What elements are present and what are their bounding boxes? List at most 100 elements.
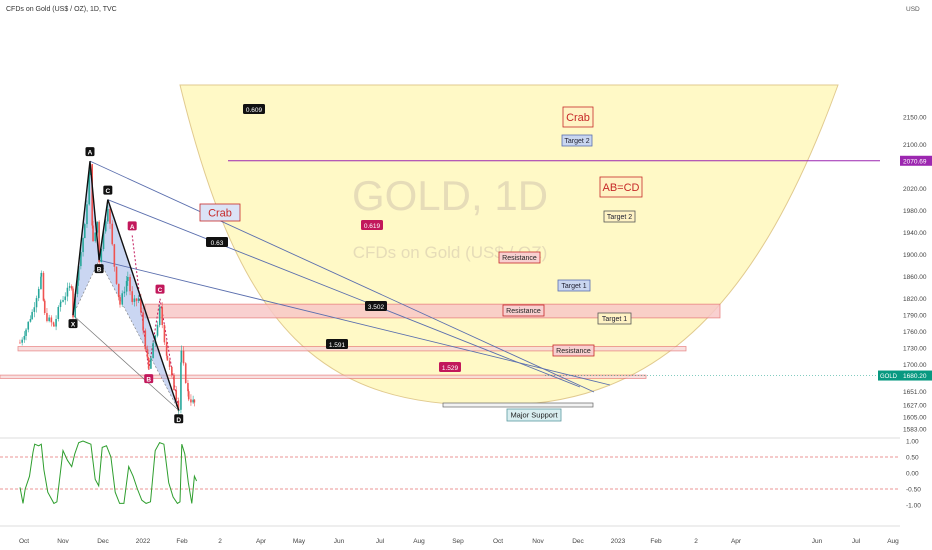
- candle-body: [193, 399, 196, 403]
- crab-title-label-box: [562, 106, 594, 128]
- time-tick: Dec: [97, 538, 109, 545]
- price-tick: 1860.00: [903, 274, 927, 281]
- candle-body: [107, 208, 109, 222]
- resistance-top-label-box: [498, 251, 541, 264]
- crab-title-label: Crab: [566, 112, 590, 124]
- price-tick: 1651.00: [903, 389, 927, 396]
- ratio-label: 3.502: [368, 304, 385, 311]
- candle-body: [127, 276, 129, 281]
- point-d-label-bg: [174, 414, 184, 424]
- candle-body: [156, 325, 159, 336]
- crab-bcd-triangle: [99, 199, 179, 411]
- symbol-label: GOLD: [880, 374, 898, 380]
- candle-body: [113, 244, 116, 267]
- chart-title: CFDs on Gold (US$ / OZ), 1D, TVC: [6, 6, 117, 13]
- candle-body: [68, 286, 71, 288]
- last-price-badge: [900, 370, 932, 381]
- resistance-zone-1: [144, 303, 721, 319]
- watermark-symbol: GOLD, 1D: [352, 172, 548, 219]
- candle-body: [102, 231, 105, 250]
- price-tick: 1730.00: [903, 346, 927, 353]
- candle-body: [57, 306, 60, 320]
- candle-body: [60, 301, 62, 303]
- candle-body: [23, 335, 26, 340]
- candle-body: [37, 288, 40, 299]
- time-tick: Nov: [532, 538, 544, 545]
- candle-body: [175, 390, 178, 401]
- resistance-top-label: Resistance: [502, 255, 537, 262]
- time-tick: Apr: [731, 538, 742, 545]
- candle-body: [48, 317, 50, 322]
- oscillator-line: [19, 440, 198, 505]
- candle-body: [46, 313, 48, 322]
- candle-body: [140, 298, 142, 313]
- candle-body: [50, 317, 53, 323]
- abcd-target1-label-box: [597, 312, 632, 325]
- abcd-target2-label-box: [603, 210, 636, 223]
- candle-body: [165, 342, 168, 356]
- crab-pattern-label: Crab: [208, 207, 232, 219]
- ratio-badge-bg: [206, 237, 228, 247]
- candle-body: [129, 276, 131, 292]
- abcd-b-label-bg: [144, 374, 154, 384]
- time-tick: Jun: [334, 538, 345, 545]
- candle-body: [177, 409, 180, 411]
- major-support-label: Major Support: [510, 411, 558, 420]
- time-tick: Aug: [887, 538, 899, 545]
- candle-body: [35, 298, 38, 308]
- candle-body: [177, 400, 180, 411]
- candle-body: [131, 291, 133, 302]
- price-tick: 1760.00: [903, 329, 927, 336]
- candle-body: [31, 311, 33, 320]
- point-b-label-bg: [94, 264, 104, 274]
- channel-line-1: [89, 160, 595, 393]
- oscillator-tick: -1.00: [906, 503, 921, 510]
- channel-line-2: [107, 199, 581, 388]
- price-tick: 1605.00: [903, 414, 927, 421]
- top-level-badge: [900, 155, 932, 166]
- ratio-badge-bg: [326, 339, 348, 349]
- major-support-zone: [442, 402, 594, 408]
- abcd-a-label-bg: [127, 221, 137, 231]
- oscillator-tick: -0.50: [906, 487, 921, 494]
- time-tick: 2023: [611, 538, 626, 545]
- candle-body: [55, 319, 57, 327]
- point-a-label: A: [88, 150, 93, 157]
- candle-body: [184, 363, 187, 384]
- candle-body: [19, 342, 21, 344]
- candle-body: [171, 366, 173, 376]
- price-tick: 2150.00: [903, 115, 927, 122]
- point-x-label-bg: [68, 319, 78, 329]
- candle-body: [21, 339, 23, 343]
- price-tick: 2100.00: [903, 142, 927, 149]
- abcd-a-label: A: [130, 224, 135, 231]
- candle-body: [83, 224, 86, 239]
- candle-body: [187, 383, 189, 392]
- major-support-label-box: [506, 408, 562, 422]
- time-tick: Nov: [57, 538, 69, 545]
- crab-pattern-outline: [72, 161, 180, 411]
- abcd-b-label: B: [146, 377, 151, 384]
- abcd-path: [131, 235, 180, 411]
- time-tick: Apr: [256, 538, 267, 545]
- xd-diagonal: [72, 314, 179, 411]
- candle-body: [100, 249, 103, 263]
- candle-body: [159, 307, 161, 309]
- candle-body: [192, 399, 194, 403]
- time-tick: 2: [694, 538, 698, 545]
- price-tick: 1627.00: [903, 402, 927, 409]
- resistance-zone-2: [17, 346, 687, 352]
- candle-body: [72, 288, 74, 318]
- price-axis: 2150.00 2100.00 2020.00 1980.00 1940.00 1900.…: [903, 115, 927, 434]
- time-tick: Feb: [650, 538, 662, 545]
- candle-body: [40, 276, 42, 289]
- candle-body: [147, 357, 150, 369]
- price-tick: 1790.00: [903, 313, 927, 320]
- resistance-mid-label-box: [502, 304, 545, 317]
- resistance-low-label-box: [552, 344, 595, 357]
- candle-body: [52, 322, 55, 325]
- candle-body: [121, 293, 124, 305]
- candle-body: [144, 330, 147, 350]
